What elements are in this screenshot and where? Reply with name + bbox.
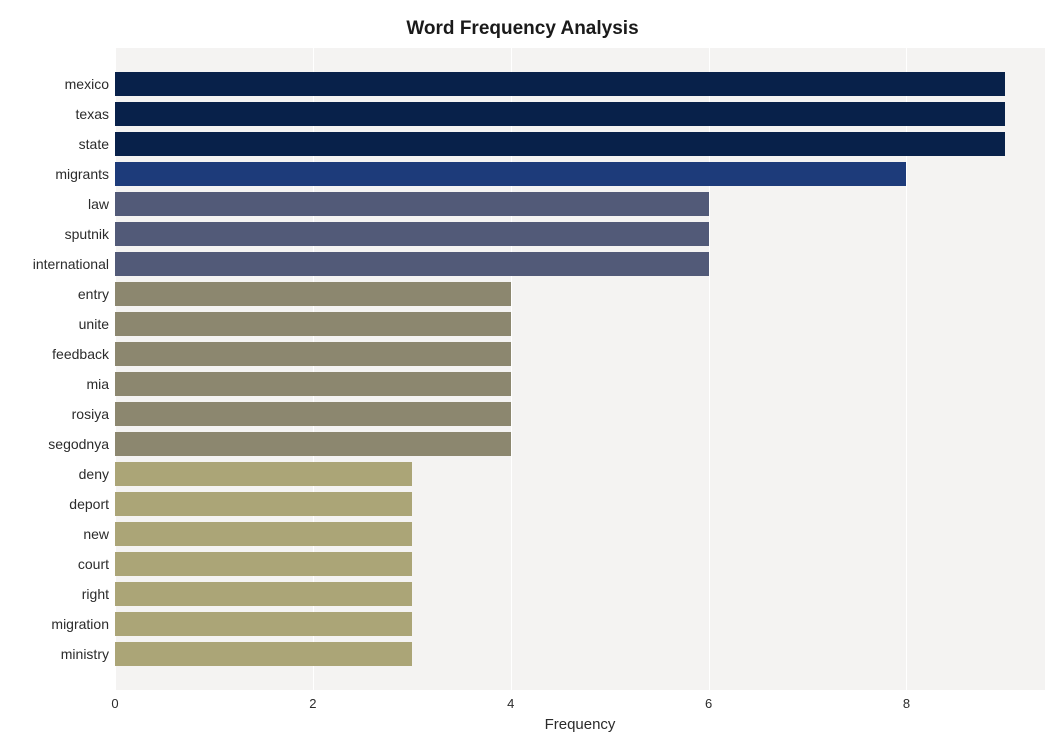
bar <box>115 132 1005 156</box>
y-axis-label: deport <box>10 497 109 511</box>
bar <box>115 522 412 546</box>
bar <box>115 642 412 666</box>
y-axis-label: migrants <box>10 167 109 181</box>
y-axis-label: texas <box>10 107 109 121</box>
bar <box>115 162 906 186</box>
bar <box>115 192 709 216</box>
plot-area: mexico texas state migrants law sputnik intern… <box>10 48 1035 738</box>
y-axis-label: right <box>10 587 109 601</box>
y-axis-label: mia <box>10 377 109 391</box>
bar <box>115 582 412 606</box>
bar <box>115 612 412 636</box>
y-axis-label: entry <box>10 287 109 301</box>
bar <box>115 342 511 366</box>
x-axis-tick: 8 <box>903 696 910 711</box>
y-axis-label: unite <box>10 317 109 331</box>
bar <box>115 252 709 276</box>
y-axis-label: new <box>10 527 109 541</box>
y-axis-label: state <box>10 137 109 151</box>
y-axis-label: migration <box>10 617 109 631</box>
word-frequency-chart: Word Frequency Analysis mexico texas state… <box>0 0 1045 701</box>
bar <box>115 282 511 306</box>
x-axis-tick: 0 <box>111 696 118 711</box>
y-axis-label: feedback <box>10 347 109 361</box>
y-axis-label: court <box>10 557 109 571</box>
y-axis-label: deny <box>10 467 109 481</box>
y-axis-label: mexico <box>10 77 109 91</box>
bar <box>115 492 412 516</box>
bar <box>115 372 511 396</box>
y-axis-label: international <box>10 257 109 271</box>
chart-title: Word Frequency Analysis <box>10 18 1035 40</box>
y-axis-label: law <box>10 197 109 211</box>
x-axis-tick: 2 <box>309 696 316 711</box>
y-axis-label: segodnya <box>10 437 109 451</box>
bar <box>115 222 709 246</box>
y-axis-label: sputnik <box>10 227 109 241</box>
bar <box>115 312 511 336</box>
bar <box>115 552 412 576</box>
bar <box>115 72 1005 96</box>
y-axis-label: rosiya <box>10 407 109 421</box>
bar <box>115 102 1005 126</box>
bar <box>115 402 511 426</box>
y-axis-label: ministry <box>10 647 109 661</box>
plot-background <box>115 48 1045 690</box>
bar <box>115 432 511 456</box>
x-axis-label: Frequency <box>545 716 616 733</box>
x-axis-tick: 4 <box>507 696 514 711</box>
x-axis-tick: 6 <box>705 696 712 711</box>
bar <box>115 462 412 486</box>
